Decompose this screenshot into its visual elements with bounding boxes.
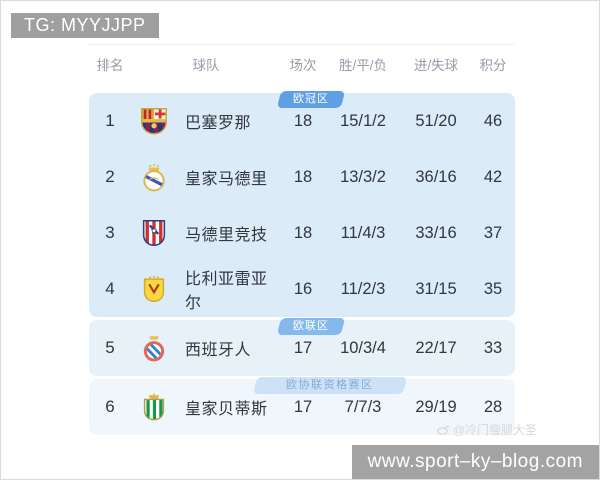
wdl-cell: 11/2/3: [340, 279, 386, 298]
team-name: 马德里竞技: [185, 227, 268, 244]
matches-cell: 18: [293, 167, 313, 186]
url-bar: www.sport–ky–blog.com: [351, 445, 599, 479]
points-cell: 35: [483, 279, 503, 298]
standings-rows: 欧冠区 1 巴塞罗那 18 15/1/2 51/20 46 2 皇家马德里 18 13/3/2 3…: [89, 91, 515, 435]
goals-cell: 31/15: [415, 279, 457, 298]
table-row: 3 马德里竞技 18 11/4/3 33/16 37: [89, 205, 515, 261]
table-header: 排名 球队 场次 胜/平/负 进/失球 积分: [89, 49, 515, 79]
team-name: 比利亚雷亚尔: [185, 271, 268, 312]
team-crest-atletico-madrid: [131, 217, 177, 249]
points-cell: 37: [483, 223, 503, 242]
goals-cell: 33/16: [415, 223, 457, 242]
standings-table: 排名 球队 场次 胜/平/负 进/失球 积分 欧冠区 1 巴塞罗那 18 15/1/2…: [89, 49, 515, 435]
header-matches: 场次: [289, 58, 317, 73]
header-wdl: 胜/平/负: [338, 58, 387, 73]
header-rank: 排名: [96, 58, 124, 73]
matches-cell: 16: [293, 279, 313, 298]
table-row: 2 皇家马德里 18 13/3/2 36/16 42: [89, 149, 515, 205]
wdl-cell: 15/1/2: [340, 111, 386, 130]
rank-cell: 1: [105, 111, 115, 130]
points-cell: 33: [483, 338, 503, 357]
table-row: 欧协联资格赛区 6 皇家贝蒂斯 17 7/7/3 29/19 28: [89, 377, 515, 435]
matches-cell: 17: [293, 338, 313, 357]
weibo-watermark-icon: [437, 424, 450, 435]
team-crest-villarreal: [131, 273, 177, 305]
points-cell: 42: [483, 167, 503, 186]
rank-cell: 5: [105, 338, 115, 357]
team-name: 巴塞罗那: [185, 115, 252, 132]
header-points: 积分: [479, 58, 507, 73]
team-name: 皇家马德里: [185, 171, 268, 188]
team-name: 西班牙人: [185, 342, 252, 359]
watermark: @冷门瘦腿大圣: [437, 421, 537, 437]
watermark-text: @冷门瘦腿大圣: [452, 422, 537, 437]
goals-cell: 22/17: [415, 338, 457, 357]
rank-cell: 3: [105, 223, 115, 242]
wdl-cell: 10/3/4: [340, 338, 386, 357]
matches-cell: 18: [293, 223, 313, 242]
matches-cell: 18: [293, 111, 313, 130]
table-row: 欧联区 5 西班牙人 17 10/3/4 22/17 33: [89, 318, 515, 376]
team-crest-espanyol: [131, 332, 177, 364]
matches-cell: 17: [293, 397, 313, 416]
wdl-cell: 13/3/2: [340, 167, 386, 186]
header-team: 球队: [192, 58, 220, 73]
table-row: 4 比利亚雷亚尔 16 11/2/3 31/15 35: [89, 261, 515, 317]
team-name: 皇家贝蒂斯: [185, 401, 268, 418]
goals-cell: 51/20: [415, 111, 457, 130]
points-cell: 28: [483, 397, 503, 416]
team-crest-real-madrid: [131, 161, 177, 193]
points-cell: 46: [483, 111, 503, 130]
goals-cell: 36/16: [415, 167, 457, 186]
wdl-cell: 7/7/3: [344, 397, 382, 416]
zone-badge: 欧联区: [276, 318, 346, 335]
team-crest-barcelona: [131, 105, 177, 137]
table-row: 欧冠区 1 巴塞罗那 18 15/1/2 51/20 46: [89, 91, 515, 149]
zone-badge: 欧协联资格赛区: [252, 377, 408, 394]
divider: [87, 44, 515, 45]
tg-badge: TG: MYYJJPP: [11, 13, 159, 38]
header-goals: 进/失球: [413, 58, 459, 73]
rank-cell: 4: [105, 279, 115, 298]
zone-badge: 欧冠区: [276, 91, 346, 108]
goals-cell: 29/19: [415, 397, 457, 416]
team-crest-real-betis: [131, 391, 177, 423]
rank-cell: 2: [105, 167, 115, 186]
rank-cell: 6: [105, 397, 115, 416]
wdl-cell: 11/4/3: [340, 223, 386, 242]
